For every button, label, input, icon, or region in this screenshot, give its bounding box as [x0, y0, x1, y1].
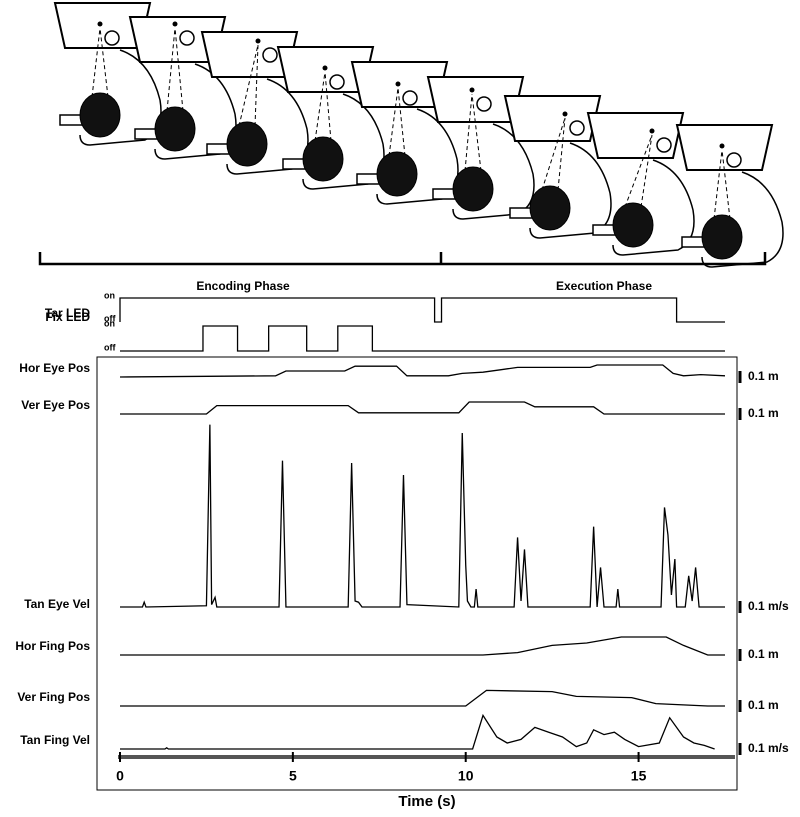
- hand: [262, 47, 278, 63]
- hand: [476, 96, 492, 112]
- scale-label: 0.1 m/s: [748, 599, 789, 613]
- led: [395, 81, 401, 87]
- gaze: [397, 87, 406, 157]
- tick-label: 5: [289, 768, 297, 784]
- phase-label: Execution Phase: [556, 279, 652, 293]
- on-label: on: [104, 290, 115, 300]
- gaze: [471, 93, 482, 172]
- gaze: [713, 149, 723, 220]
- trace: [120, 424, 725, 608]
- led: [172, 21, 178, 27]
- trace: [120, 713, 715, 750]
- head: [226, 121, 268, 167]
- trace: [119, 364, 726, 378]
- hand: [329, 74, 345, 90]
- off-label: off: [104, 313, 116, 323]
- trace-label: Hor Eye Pos: [19, 361, 90, 375]
- led: [469, 87, 475, 93]
- screen: [503, 95, 602, 142]
- led-label: Fix LED: [45, 310, 90, 324]
- gaze: [388, 87, 399, 157]
- led: [649, 128, 655, 134]
- led-label: Tar LED: [45, 306, 90, 320]
- gaze: [640, 134, 653, 208]
- scale-label: 0.1 m: [748, 647, 779, 661]
- panel-frame: [96, 356, 738, 791]
- illustrations: [53, 2, 784, 268]
- head: [79, 92, 121, 138]
- scale-label: 0.1 m: [748, 369, 779, 383]
- gaze: [314, 71, 326, 142]
- gaze: [324, 71, 332, 142]
- gaze: [99, 27, 109, 98]
- led-trace: [119, 297, 725, 323]
- head: [302, 136, 344, 182]
- hand: [104, 30, 120, 46]
- led: [97, 21, 103, 27]
- phase-label: Encoding Phase: [196, 279, 290, 293]
- screen: [675, 124, 774, 171]
- on-label: on: [104, 318, 115, 328]
- axis-title: Time (s): [398, 793, 455, 810]
- trace-label: Hor Fing Pos: [15, 639, 90, 653]
- trace-label: Tan Eye Vel: [24, 597, 90, 611]
- trace-label: Ver Fing Pos: [17, 690, 90, 704]
- head: [529, 185, 571, 231]
- screen: [586, 112, 685, 159]
- head: [376, 151, 418, 197]
- gaze: [464, 93, 473, 172]
- gaze: [557, 117, 566, 191]
- phase-bracket: [38, 252, 767, 266]
- gaze: [624, 134, 653, 208]
- led: [255, 38, 261, 44]
- head: [701, 214, 743, 260]
- head: [612, 202, 654, 248]
- head: [154, 106, 196, 152]
- scale-label: 0.1 m/s: [748, 741, 789, 755]
- scale-label: 0.1 m: [748, 406, 779, 420]
- scale-label: 0.1 m: [748, 698, 779, 712]
- trace: [120, 401, 725, 415]
- trace-label: Tan Fing Vel: [20, 733, 90, 747]
- led: [322, 65, 328, 71]
- hand: [402, 90, 418, 106]
- tick-label: 15: [631, 768, 647, 784]
- gaze: [541, 117, 566, 191]
- led: [719, 143, 725, 149]
- gaze: [721, 149, 731, 220]
- led: [562, 111, 568, 117]
- trace-label: Ver Eye Pos: [21, 398, 90, 412]
- hand: [726, 152, 742, 168]
- trace: [120, 636, 725, 656]
- tick-label: 0: [116, 768, 124, 784]
- trace: [120, 689, 725, 707]
- led-trace: [120, 325, 725, 352]
- tick-label: 10: [458, 768, 474, 784]
- hand: [179, 30, 195, 46]
- off-label: off: [104, 342, 116, 352]
- head: [452, 166, 494, 212]
- gaze: [91, 27, 101, 98]
- hand: [656, 137, 672, 153]
- hand: [569, 120, 585, 136]
